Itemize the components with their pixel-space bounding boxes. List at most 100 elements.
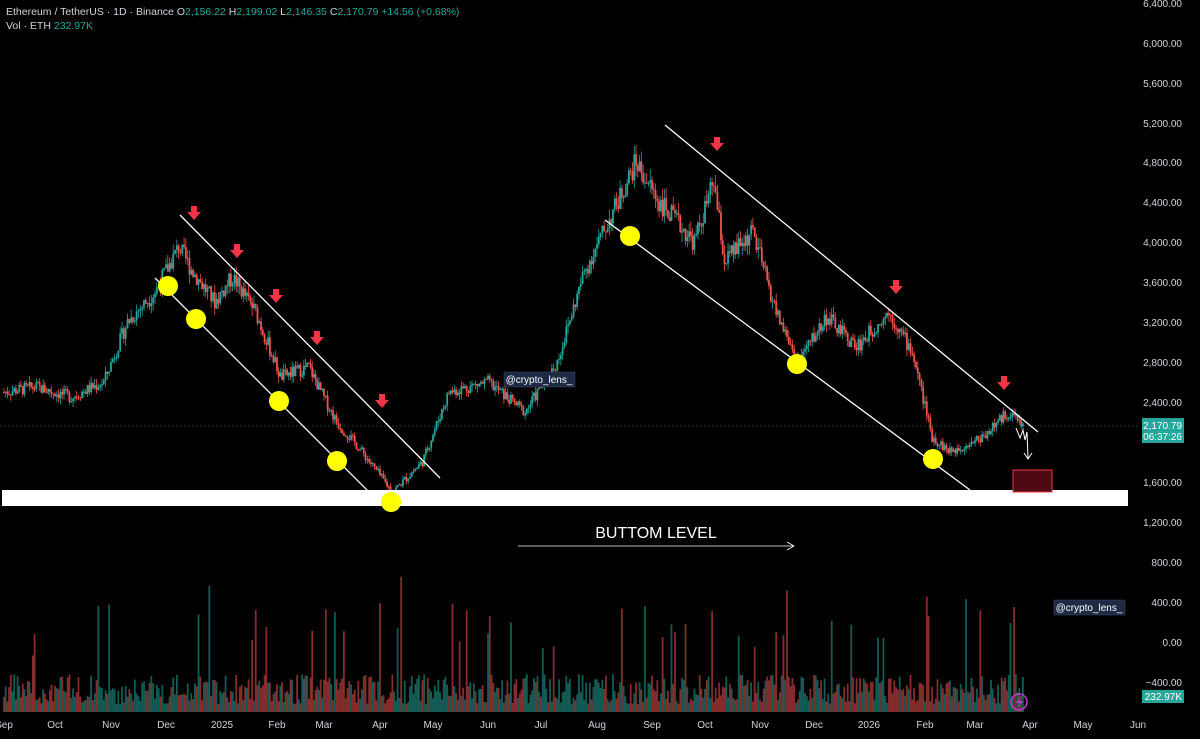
candle-body [68, 392, 71, 403]
date-tick-label: Dec [805, 720, 823, 731]
volume-bar [550, 701, 553, 712]
candle-body [938, 445, 941, 447]
volume-bar [476, 703, 479, 712]
volume-bar [839, 695, 842, 712]
volume-bar [104, 690, 107, 712]
candle-body [982, 434, 985, 436]
candle-body [421, 462, 424, 467]
volume-bar [958, 701, 960, 712]
volume-bar [977, 697, 980, 712]
candle-body [920, 380, 923, 387]
volume-bar [990, 679, 992, 712]
volume-bar [859, 677, 862, 712]
volume-bar [150, 676, 153, 712]
candle-body [245, 292, 248, 296]
volume-bar [316, 686, 319, 712]
candle-body [805, 345, 808, 349]
volume-bar [93, 693, 96, 712]
candle-body [326, 395, 329, 411]
candle-body [786, 329, 788, 337]
volume-bar [947, 681, 950, 712]
candle-body [301, 375, 304, 377]
volume-bar [179, 694, 182, 712]
candle-body [199, 279, 202, 282]
candle-body [784, 329, 787, 332]
candle-body [705, 200, 708, 204]
candle-body [882, 319, 885, 325]
candle-body [25, 383, 27, 385]
candle-body [309, 363, 312, 367]
volume-bar [981, 676, 983, 712]
volume-bar [909, 674, 912, 712]
volume-bar [47, 700, 50, 712]
candle-body [177, 245, 180, 253]
candle-body [718, 210, 721, 213]
candle-body [263, 334, 266, 343]
volume-bar [873, 699, 876, 712]
volume-bar [244, 687, 246, 712]
candle-body [221, 291, 223, 293]
candle-body [554, 370, 557, 372]
candle-body [188, 257, 191, 275]
candle-body [146, 303, 149, 305]
touch-marker [158, 276, 178, 296]
volume-bar [887, 678, 890, 712]
volume-bar [829, 703, 831, 712]
candle-body [350, 435, 352, 440]
open-value: 2,156.22 [184, 6, 226, 18]
candle-body [101, 384, 103, 386]
candle-body [809, 340, 812, 342]
volume-bar [435, 690, 438, 712]
volume-bar [333, 612, 336, 712]
candle-body [603, 225, 605, 232]
volume-bar [846, 683, 849, 712]
volume-bar [531, 690, 534, 712]
candle-body [341, 429, 343, 433]
volume-bar [212, 680, 214, 712]
volume-bar [877, 637, 879, 712]
volume-bar [407, 702, 410, 712]
candle-body [357, 449, 360, 451]
date-axis: Sep Oct Nov Dec 2025 Feb Mar Apr May Jun Jul Aug Sep… [0, 720, 1146, 731]
volume-bar [79, 696, 82, 712]
volume-bar [1011, 697, 1014, 712]
candle-body [355, 442, 358, 450]
candle-body [141, 307, 144, 310]
candle-body [458, 392, 461, 395]
candle-body [474, 383, 477, 385]
candle-body [233, 274, 236, 284]
candle-body [536, 389, 539, 401]
volume-bar [281, 681, 283, 712]
volume-bar [177, 695, 180, 712]
candle-body [702, 223, 705, 227]
candle-body [492, 380, 495, 391]
volume-bar [453, 686, 456, 712]
volume-bar [449, 696, 452, 712]
candle-body [364, 453, 367, 461]
candle-body [154, 293, 156, 298]
candle-body [675, 212, 678, 214]
candle-body [922, 386, 925, 404]
volume-bar [282, 701, 285, 712]
candle-body [386, 481, 388, 487]
open-label: O [176, 6, 185, 18]
candle-body [75, 396, 78, 398]
candle-body [832, 314, 835, 318]
volume-bar [709, 698, 712, 712]
volume-bar [130, 693, 133, 712]
candle-body [92, 382, 94, 389]
price-tag-countdown: 06:37:26 [1143, 432, 1182, 443]
volume-bar [601, 679, 604, 712]
volume-bar [952, 687, 955, 712]
down-arrow-icon [375, 394, 389, 408]
volume-bar [405, 703, 408, 712]
candle-body [818, 323, 821, 333]
volume-bar [326, 681, 329, 712]
candle-body [63, 388, 65, 395]
volume-bar [695, 694, 698, 712]
candle-body [757, 247, 760, 250]
volume-bar [771, 674, 774, 712]
candle-body [174, 249, 176, 254]
volume-bar [511, 702, 514, 712]
